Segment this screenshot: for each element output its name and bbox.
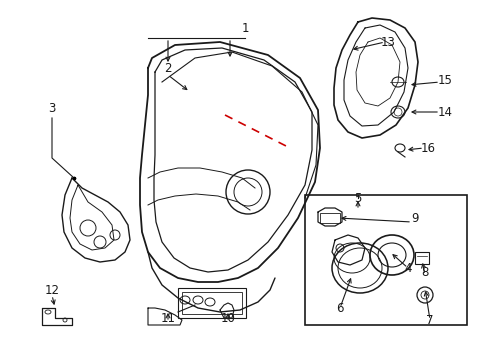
Text: 4: 4 xyxy=(404,261,411,274)
Text: 8: 8 xyxy=(421,266,428,279)
Bar xyxy=(182,292,242,314)
Text: 3: 3 xyxy=(48,102,56,114)
Bar xyxy=(319,213,339,223)
Bar xyxy=(414,252,428,264)
Text: 7: 7 xyxy=(426,314,433,327)
Text: 10: 10 xyxy=(220,311,235,324)
Text: 6: 6 xyxy=(336,302,343,315)
Text: 1: 1 xyxy=(241,22,248,35)
Text: 11: 11 xyxy=(160,311,175,324)
Text: 12: 12 xyxy=(44,284,60,297)
Text: 2: 2 xyxy=(164,62,171,75)
Text: 9: 9 xyxy=(410,211,418,225)
Text: 16: 16 xyxy=(420,141,435,154)
Bar xyxy=(178,288,245,318)
Bar xyxy=(305,195,466,325)
Text: 5: 5 xyxy=(354,192,361,204)
Text: 15: 15 xyxy=(437,73,451,86)
Text: 14: 14 xyxy=(437,105,451,118)
Text: 13: 13 xyxy=(380,36,395,49)
